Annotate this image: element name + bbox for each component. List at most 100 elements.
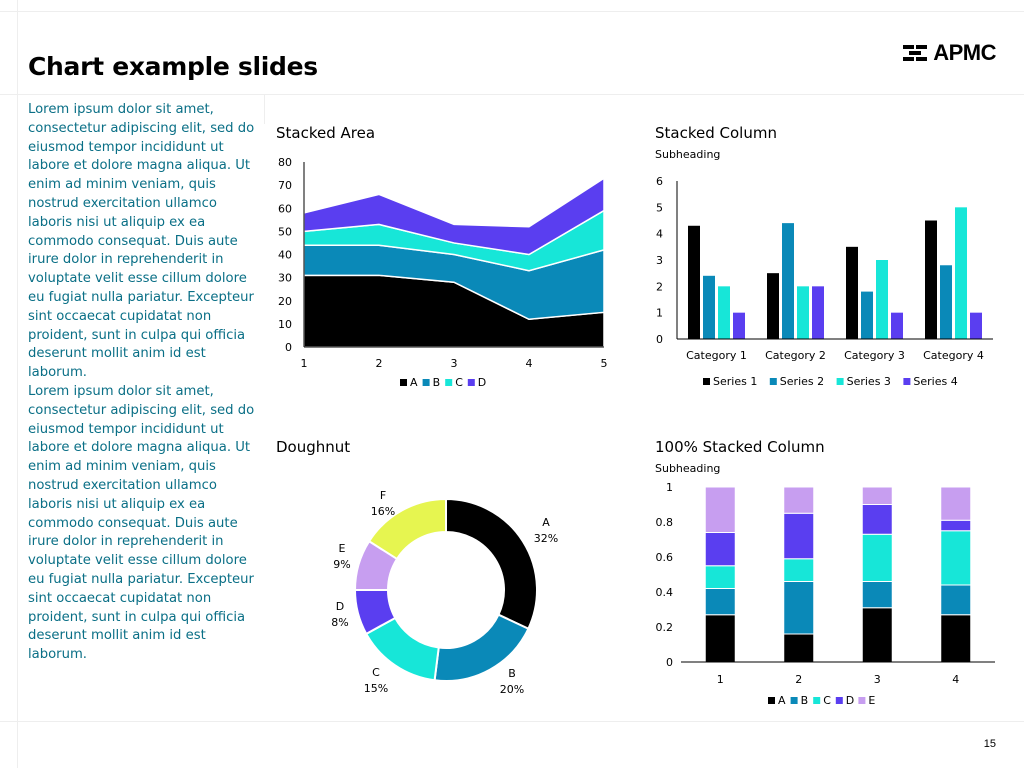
column-bar-1-2 (703, 275, 715, 339)
percent-column-title: 100% Stacked Column (655, 438, 825, 456)
area-legend-swatch-2 (422, 379, 430, 386)
column-legend-label-4: Series 4 (913, 375, 957, 388)
doughnut-label-name-B: B (508, 667, 516, 680)
area-y-tick-70: 70 (278, 179, 292, 192)
doughnut-label-name-C: C (372, 666, 380, 679)
pct-legend-label-2: B (801, 694, 809, 707)
column-bar-1-3 (718, 286, 730, 339)
pct-legend-label-3: C (823, 694, 831, 707)
page-title: Chart example slides (28, 52, 318, 81)
doughnut-label-name-F: F (380, 489, 386, 502)
pct-segment-2-E (783, 486, 815, 514)
pct-x-tick-3: 3 (874, 673, 881, 686)
area-y-tick-10: 10 (278, 318, 292, 331)
pct-segment-3-A (861, 607, 893, 663)
guide-bottom (0, 721, 1024, 722)
column-bar-4-3 (955, 207, 967, 339)
body-paragraph-2: Lorem ipsum dolor sit amet, consectetur … (28, 383, 255, 663)
column-y-tick-6: 6 (656, 175, 663, 188)
column-legend-label-2: Series 2 (780, 375, 824, 388)
logo-text: APMC (933, 40, 996, 65)
stacked-column-title: Stacked Column (655, 124, 777, 142)
guide-header (0, 94, 1024, 95)
column-y-tick-2: 2 (656, 280, 663, 293)
pct-legend-swatch-4 (835, 697, 843, 704)
area-y-tick-80: 80 (278, 156, 292, 169)
area-y-tick-40: 40 (278, 249, 292, 262)
area-x-tick-5: 5 (601, 357, 608, 370)
guide-text-column (264, 94, 265, 124)
pct-legend-label-5: E (868, 694, 875, 707)
pct-legend-label-4: D (846, 694, 854, 707)
area-legend-label-2: B (433, 376, 441, 389)
column-legend-label-3: Series 3 (847, 375, 891, 388)
doughnut-label-value-C: 15% (364, 682, 388, 695)
column-y-tick-3: 3 (656, 254, 663, 267)
column-bar-3-1 (846, 246, 858, 339)
pct-segment-1-E (704, 486, 736, 533)
pct-legend-swatch-1 (768, 697, 775, 704)
column-x-tick-1: Category 1 (686, 349, 747, 362)
doughnut-label-name-A: A (542, 516, 550, 529)
pct-y-tick-0.8: 0.8 (656, 516, 674, 529)
area-legend-label-1: A (410, 376, 418, 389)
pct-segment-1-A (704, 614, 736, 663)
pct-y-tick-0: 0 (666, 656, 673, 669)
pct-y-tick-0.4: 0.4 (656, 586, 674, 599)
doughnut-slice-F (367, 497, 447, 561)
area-x-tick-4: 4 (526, 357, 533, 370)
area-legend-label-3: C (455, 376, 463, 389)
column-bar-2-4 (812, 286, 824, 339)
body-paragraph-1: Lorem ipsum dolor sit amet, consectetur … (28, 102, 255, 381)
pct-segment-3-E (861, 486, 893, 505)
pct-segment-2-D (783, 512, 815, 560)
column-bar-3-4 (891, 312, 903, 339)
pct-segment-2-A (783, 633, 815, 663)
percent-column-subtitle: Subheading (655, 462, 721, 475)
page-number: 15 (983, 738, 996, 750)
pct-segment-4-C (940, 530, 972, 586)
column-bar-2-2 (782, 223, 794, 339)
column-x-tick-4: Category 4 (923, 349, 984, 362)
doughnut-slice-A (445, 497, 538, 631)
area-legend-swatch-4 (467, 379, 475, 386)
guide-left (17, 0, 18, 768)
doughnut-label-value-B: 20% (500, 683, 524, 696)
pct-legend-label-1: A (778, 694, 786, 707)
area-y-tick-30: 30 (278, 272, 292, 285)
column-bar-1-1 (688, 225, 700, 339)
pct-segment-4-E (940, 486, 972, 521)
area-x-tick-3: 3 (451, 357, 458, 370)
column-legend-swatch-4 (903, 378, 911, 385)
column-y-tick-5: 5 (656, 201, 663, 214)
guide-top (0, 11, 1024, 12)
pct-segment-1-C (704, 565, 736, 589)
column-bar-4-2 (940, 265, 952, 339)
doughnut-label-name-D: D (336, 600, 344, 613)
pct-x-tick-4: 4 (952, 673, 959, 686)
column-x-tick-3: Category 3 (844, 349, 905, 362)
doughnut-label-value-F: 16% (371, 505, 395, 518)
pct-y-tick-0.6: 0.6 (656, 551, 674, 564)
stacked-area-chart: 0 10 20 30 40 50 60 70 80 1 2 3 4 5 A B C D (278, 156, 608, 389)
column-bar-3-3 (876, 260, 888, 339)
column-legend-swatch-3 (836, 378, 844, 385)
doughnut-label-value-E: 9% (333, 558, 350, 571)
column-bar-4-1 (925, 220, 937, 339)
area-y-tick-0: 0 (285, 341, 292, 354)
column-x-tick-2: Category 2 (765, 349, 826, 362)
doughnut-label-value-A: 32% (534, 532, 558, 545)
pct-segment-3-D (861, 504, 893, 535)
doughnut-title: Doughnut (276, 438, 351, 456)
pct-segment-1-D (704, 532, 736, 567)
area-y-tick-60: 60 (278, 202, 292, 215)
area-legend-swatch-3 (445, 379, 453, 386)
pct-legend-swatch-2 (790, 697, 798, 704)
area-legend-label-4: D (478, 376, 486, 389)
area-series-D (303, 176, 605, 256)
column-y-tick-1: 1 (656, 307, 663, 320)
pct-segment-4-D (940, 519, 972, 532)
column-legend-swatch-2 (769, 378, 777, 385)
pct-segment-3-C (861, 533, 893, 582)
column-legend-swatch-1 (703, 378, 710, 385)
